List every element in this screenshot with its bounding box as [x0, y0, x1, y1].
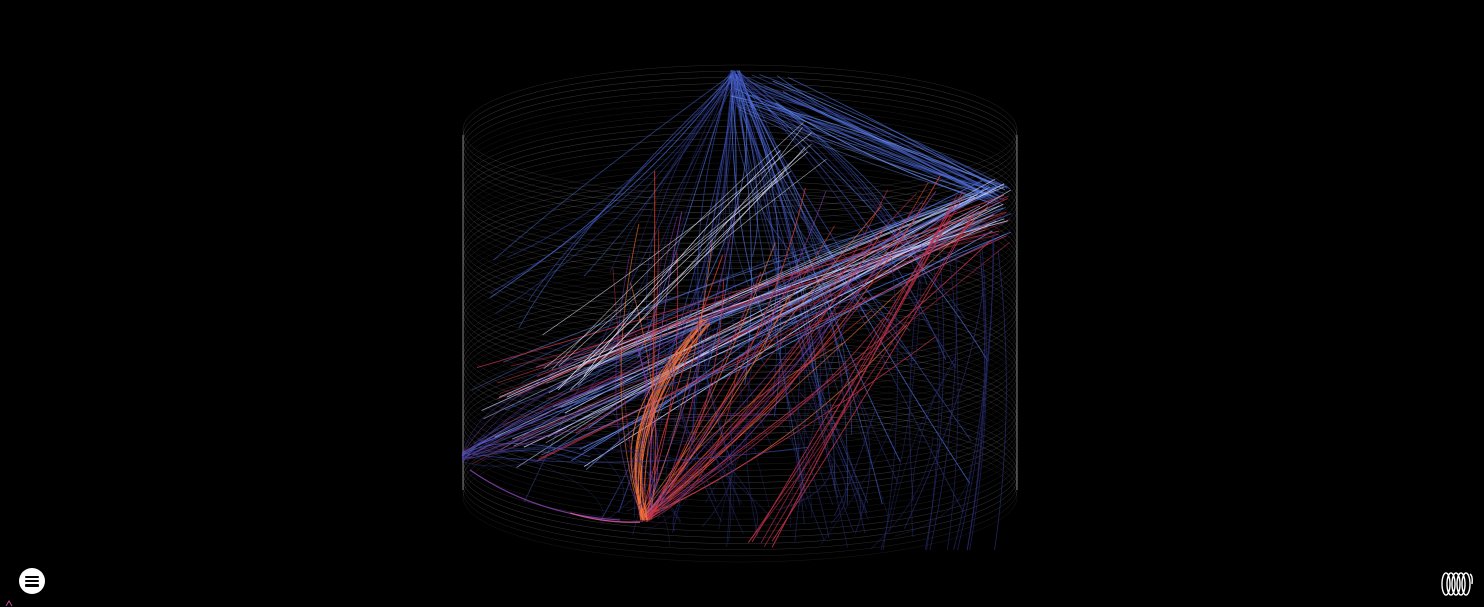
coil-view-button[interactable] — [1440, 570, 1476, 598]
menu-button[interactable] — [19, 568, 45, 594]
cylinder-sides — [462, 135, 1018, 490]
coil-icon — [1441, 572, 1473, 596]
corner-marker — [5, 600, 13, 607]
network-edges — [461, 69, 1012, 551]
hamburger-menu-icon — [25, 575, 39, 587]
